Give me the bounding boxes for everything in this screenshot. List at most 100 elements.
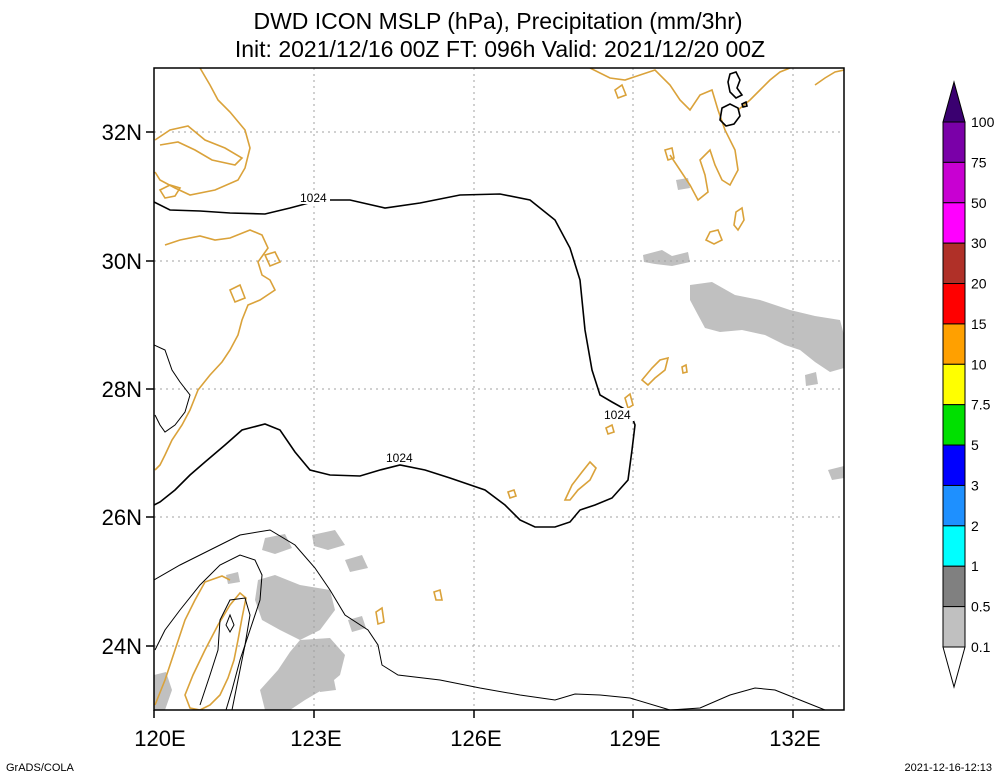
- contour-label: 1024: [386, 451, 413, 465]
- isobar-kyushu-ring: [719, 103, 741, 127]
- coastline-small-island: [605, 423, 615, 436]
- isobar-kyushu-north: [727, 71, 744, 99]
- colorbar-swatch: [942, 404, 966, 446]
- colorbar-label: 5: [971, 437, 979, 453]
- precip-area: [676, 178, 690, 190]
- lat-label: 26N: [102, 505, 142, 530]
- coastline-tanegashima: [704, 229, 724, 245]
- colorbar-label: 3: [971, 477, 979, 493]
- coastline-taiwan: [184, 591, 247, 710]
- coastline-amami: [640, 356, 670, 387]
- precip-area: [643, 250, 690, 266]
- colorbar-label: 7.5: [971, 397, 991, 413]
- graticule: [154, 68, 844, 710]
- precipitation-areas: [154, 178, 844, 710]
- isobar-1020-south: [154, 529, 844, 710]
- lat-label: 24N: [102, 634, 142, 659]
- isobars: [154, 71, 844, 710]
- contour-labels: 1024 1024 1024: [298, 191, 634, 465]
- colorbar-label: 10: [971, 356, 987, 372]
- isobar-west-coast: [154, 344, 191, 433]
- precip-area: [255, 575, 335, 640]
- contour-label: 1024: [604, 408, 631, 422]
- coastlines: [154, 68, 844, 710]
- colorbar-swatch: [942, 606, 966, 648]
- colorbar-label: 30: [971, 235, 987, 251]
- colorbar-swatch: [942, 363, 966, 406]
- colorbar-swatch: [942, 323, 966, 365]
- colorbar-label: 20: [971, 276, 987, 292]
- lon-label: 123E: [290, 726, 341, 751]
- coastline-islands: [158, 184, 182, 199]
- map-title: DWD ICON MSLP (hPa), Precipitation (mm/3…: [253, 8, 743, 34]
- colorbar-label: 0.1: [971, 639, 991, 655]
- map-subtitle: Init: 2021/12/16 00Z FT: 096h Valid: 202…: [234, 36, 766, 62]
- longitude-labels: 120E 123E 126E 129E 132E: [134, 726, 820, 751]
- coastline-zhejiang: [154, 229, 277, 471]
- precip-area: [226, 572, 240, 584]
- colorbar-label: 1: [971, 558, 979, 574]
- colorbar-swatch: [942, 484, 966, 527]
- precip-area: [154, 672, 172, 710]
- colorbar-swatch: [942, 565, 966, 608]
- coastline-yakushima: [733, 206, 745, 232]
- precip-area: [690, 282, 844, 372]
- precip-area: [262, 534, 292, 554]
- coastline-shanghai: [154, 125, 244, 166]
- contour-label: 1024: [300, 191, 327, 205]
- precip-area: [318, 680, 336, 692]
- colorbar-swatch: [942, 283, 966, 325]
- isobar-taiwan-outer: [154, 554, 263, 710]
- colorbar-swatch: [942, 242, 966, 285]
- precip-area: [312, 530, 345, 550]
- coastline-small-island: [433, 588, 443, 601]
- footer-timestamp: 2021-12-16-12:13: [904, 762, 992, 774]
- lat-label: 32N: [102, 120, 142, 145]
- footer-grads: GrADS/COLA: [6, 762, 74, 774]
- coastline-small-island: [506, 488, 518, 500]
- colorbar-label: 100: [971, 114, 995, 130]
- colorbar-swatch: [942, 525, 966, 567]
- coastline-small-island: [375, 606, 385, 626]
- axis-ticks: [146, 131, 794, 718]
- coastline-kyushu-east: [737, 68, 791, 111]
- coastline-fujian-islands: [228, 283, 247, 304]
- colorbar-label: 2: [971, 518, 979, 534]
- colorbar-swatch: [942, 444, 966, 486]
- colorbar-swatch: [942, 202, 966, 244]
- coastline-koshiki: [664, 146, 675, 162]
- precip-area: [828, 466, 844, 480]
- colorbar-swatch: [942, 121, 966, 163]
- isobar-taiwan-core: [225, 613, 235, 634]
- colorbar-label: 75: [971, 154, 987, 170]
- coastline-goto: [614, 83, 628, 100]
- precip-area: [345, 555, 368, 572]
- coastline-kyushu: [589, 68, 739, 202]
- colorbar-swatch: [942, 161, 966, 204]
- lat-label: 28N: [102, 377, 142, 402]
- isobar-kyushu-dot: [741, 100, 748, 108]
- coastline-small-island: [681, 363, 688, 374]
- coastline-small-island: [624, 392, 634, 410]
- precipitation-colorbar: 100 75 50 30 20 15 10 7.5 5 3 2 1 0.5 0.1: [942, 80, 995, 689]
- coastline-mainland-south: [154, 575, 231, 706]
- lon-label: 132E: [769, 726, 820, 751]
- isobar-1024-north: [154, 193, 636, 528]
- colorbar-label: 50: [971, 195, 987, 211]
- coastline-okinawa: [563, 460, 597, 501]
- lon-label: 120E: [134, 726, 185, 751]
- lon-label: 126E: [450, 726, 501, 751]
- colorbar-top-tip: [942, 80, 966, 123]
- lon-label: 129E: [609, 726, 660, 751]
- coastline-shikoku: [814, 69, 844, 86]
- coastline-china: [154, 68, 251, 196]
- colorbar-bottom-tip: [942, 646, 966, 689]
- isobar-taiwan-inner: [199, 597, 251, 710]
- precip-area: [260, 638, 345, 710]
- precip-area: [805, 372, 818, 386]
- colorbar-label: 15: [971, 316, 987, 332]
- coastline-fujian-islands: [263, 251, 282, 268]
- latitude-labels: 32N 30N 28N 26N 24N: [102, 120, 142, 659]
- colorbar-label: 0.5: [971, 599, 991, 615]
